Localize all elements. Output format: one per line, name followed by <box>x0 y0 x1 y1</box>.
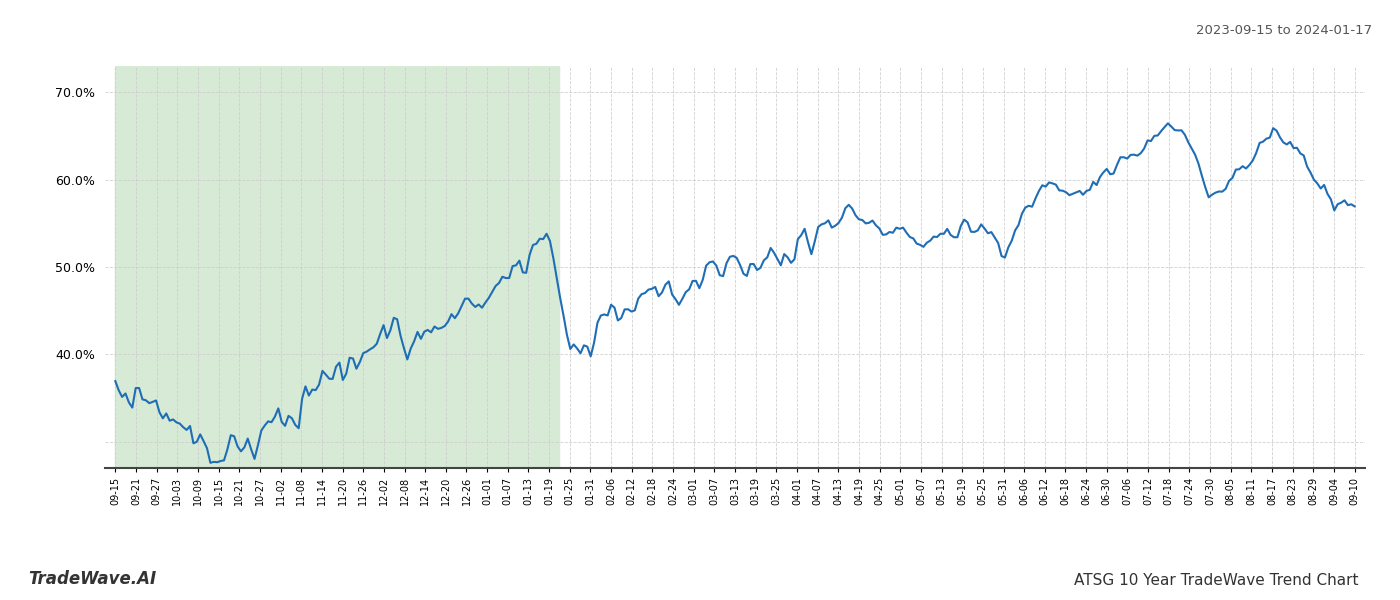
Bar <box>115 66 560 468</box>
Text: 2023-09-15 to 2024-01-17: 2023-09-15 to 2024-01-17 <box>1196 24 1372 37</box>
Text: TradeWave.AI: TradeWave.AI <box>28 570 157 588</box>
Text: ATSG 10 Year TradeWave Trend Chart: ATSG 10 Year TradeWave Trend Chart <box>1074 573 1358 588</box>
